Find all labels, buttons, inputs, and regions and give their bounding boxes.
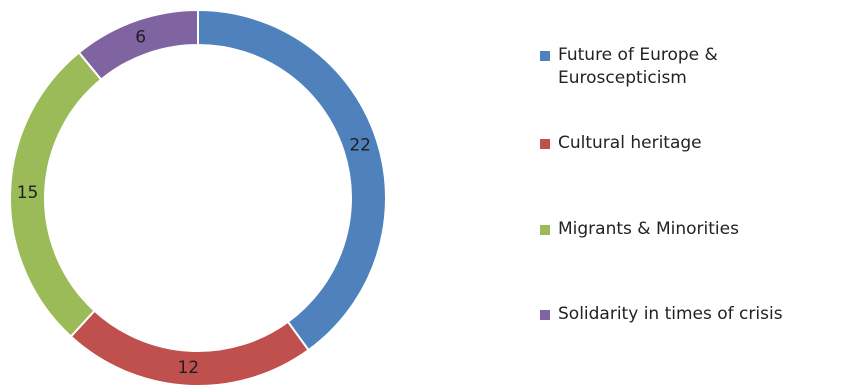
legend-swatch-future-of-europe xyxy=(540,51,550,61)
data-label-migrants-minorities: 15 xyxy=(17,183,39,203)
data-label-future-of-europe: 22 xyxy=(349,135,371,155)
legend-label-cultural-heritage: Cultural heritage xyxy=(558,133,702,153)
slice-data-labels: 22 12 15 6 xyxy=(17,27,371,378)
donut-slice-solidarity xyxy=(77,8,199,81)
legend-label-migrants-minorities: Migrants & Minorities xyxy=(558,219,739,239)
legend-swatch-cultural-heritage xyxy=(540,139,550,149)
legend-item-future-of-europe: Future of Europe & Euroscepticism xyxy=(540,44,718,90)
chart-legend: Future of Europe & Euroscepticism Cultur… xyxy=(540,0,840,387)
legend-label-solidarity: Solidarity in times of crisis xyxy=(558,304,783,324)
data-label-solidarity: 6 xyxy=(135,27,146,47)
donut-slice-future-of-europe xyxy=(197,8,387,352)
legend-item-cultural-heritage: Cultural heritage xyxy=(540,132,702,155)
legend-item-solidarity: Solidarity in times of crisis xyxy=(540,303,783,326)
legend-swatch-migrants-minorities xyxy=(540,225,550,235)
donut-slices xyxy=(9,8,387,387)
legend-swatch-solidarity xyxy=(540,310,550,320)
legend-item-migrants-minorities: Migrants & Minorities xyxy=(540,218,739,241)
data-label-cultural-heritage: 12 xyxy=(177,358,199,378)
legend-label-future-of-europe: Future of Europe & Euroscepticism xyxy=(558,45,718,88)
